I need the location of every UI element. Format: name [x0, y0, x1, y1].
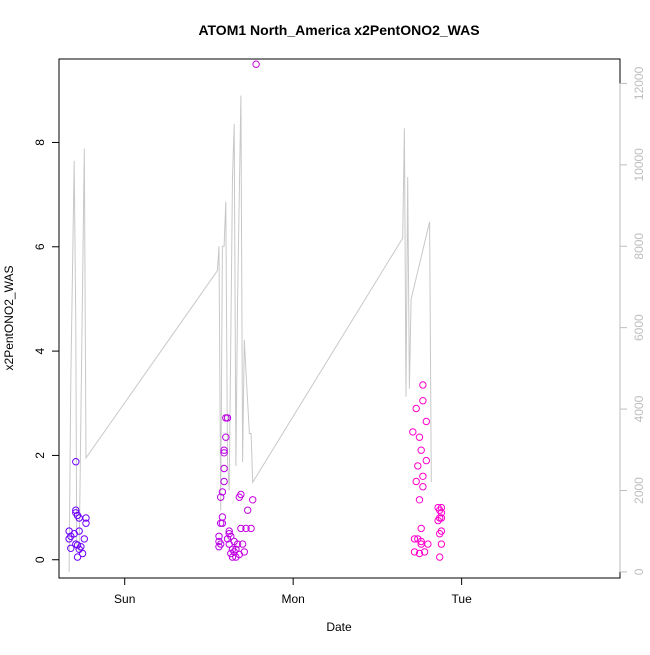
- y-tick-label: 4: [33, 347, 47, 354]
- data-point: [417, 446, 425, 454]
- x-axis-label: Date: [326, 620, 352, 634]
- data-point: [422, 456, 430, 465]
- data-point: [437, 527, 446, 535]
- altitude-line-layer: [68, 95, 432, 572]
- data-point: [242, 524, 250, 533]
- data-point: [218, 519, 227, 527]
- data-point: [215, 532, 223, 540]
- data-point: [412, 477, 420, 486]
- data-point: [220, 446, 228, 454]
- x-tick-label: Tue: [452, 592, 473, 606]
- chart-title: ATOM1 North_America x2PentONO2_WAS: [198, 22, 479, 38]
- data-point: [72, 458, 80, 466]
- data-point: [417, 537, 425, 546]
- data-point: [422, 417, 430, 426]
- data-point: [227, 549, 235, 558]
- data-point: [244, 506, 252, 514]
- data-point: [73, 541, 82, 549]
- data-point: [410, 548, 419, 556]
- data-point: [419, 381, 427, 389]
- data-point: [238, 540, 247, 548]
- y-tick-label: 2: [33, 452, 47, 459]
- data-point: [237, 524, 245, 533]
- data-point: [409, 428, 417, 436]
- data-point: [73, 553, 82, 561]
- data-point: [247, 524, 255, 533]
- y-tick-label: 8: [33, 139, 47, 146]
- data-point: [217, 493, 225, 501]
- y2-tick-label: 8000: [632, 233, 646, 260]
- data-point: [410, 535, 419, 543]
- data-point: [77, 543, 85, 551]
- data-point: [417, 524, 425, 533]
- data-point: [220, 464, 228, 473]
- data-point: [217, 540, 225, 548]
- y2-tick-label: 10000: [632, 148, 646, 182]
- data-point-layer: [65, 60, 446, 561]
- y2-tick-label: 4000: [632, 395, 646, 422]
- x-axis: Sun Mon Tue: [114, 577, 473, 606]
- data-point: [220, 477, 228, 486]
- data-point: [240, 548, 249, 556]
- data-point: [424, 540, 432, 548]
- data-point: [436, 553, 444, 561]
- data-point: [72, 506, 80, 514]
- data-point: [437, 503, 446, 512]
- data-point: [412, 404, 420, 413]
- data-point: [82, 519, 90, 527]
- data-point: [225, 527, 233, 535]
- data-point: [220, 449, 228, 457]
- data-point: [67, 544, 75, 552]
- y2-tick-label: 0: [632, 568, 646, 575]
- data-point: [419, 472, 427, 480]
- primary-y-axis: 0 2 4 6 8: [33, 139, 60, 563]
- data-point: [437, 514, 446, 522]
- data-point: [420, 548, 429, 556]
- data-point: [223, 414, 232, 422]
- data-point: [78, 549, 87, 558]
- data-point: [82, 514, 90, 522]
- data-point: [218, 488, 227, 496]
- data-point: [237, 490, 245, 499]
- data-point: [415, 433, 424, 441]
- data-point: [80, 535, 89, 543]
- y2-tick-label: 12000: [632, 66, 646, 100]
- data-point: [415, 549, 424, 558]
- data-point: [222, 433, 230, 441]
- y-tick-label: 0: [33, 556, 47, 563]
- data-point: [227, 532, 235, 540]
- data-point: [228, 553, 237, 561]
- data-point: [75, 527, 83, 535]
- y2-tick-label: 2000: [632, 477, 646, 504]
- data-point: [437, 540, 446, 548]
- data-point: [419, 397, 427, 405]
- data-point: [232, 545, 240, 553]
- data-point: [252, 60, 260, 68]
- secondary-y-axis: 0 2000 4000 6000 8000 10000 12000: [619, 66, 646, 575]
- data-point: [233, 540, 242, 548]
- x-tick-label: Mon: [281, 592, 304, 606]
- altitude-series-line: [68, 95, 432, 572]
- y2-tick-label: 6000: [632, 314, 646, 341]
- data-point: [249, 496, 257, 504]
- data-point: [414, 462, 422, 470]
- y-axis-label: x2PentONO2_WAS: [2, 266, 16, 371]
- x-tick-label: Sun: [114, 592, 135, 606]
- y-tick-label: 6: [33, 243, 47, 250]
- data-point: [437, 509, 446, 517]
- data-point: [415, 496, 424, 504]
- data-point: [419, 483, 427, 491]
